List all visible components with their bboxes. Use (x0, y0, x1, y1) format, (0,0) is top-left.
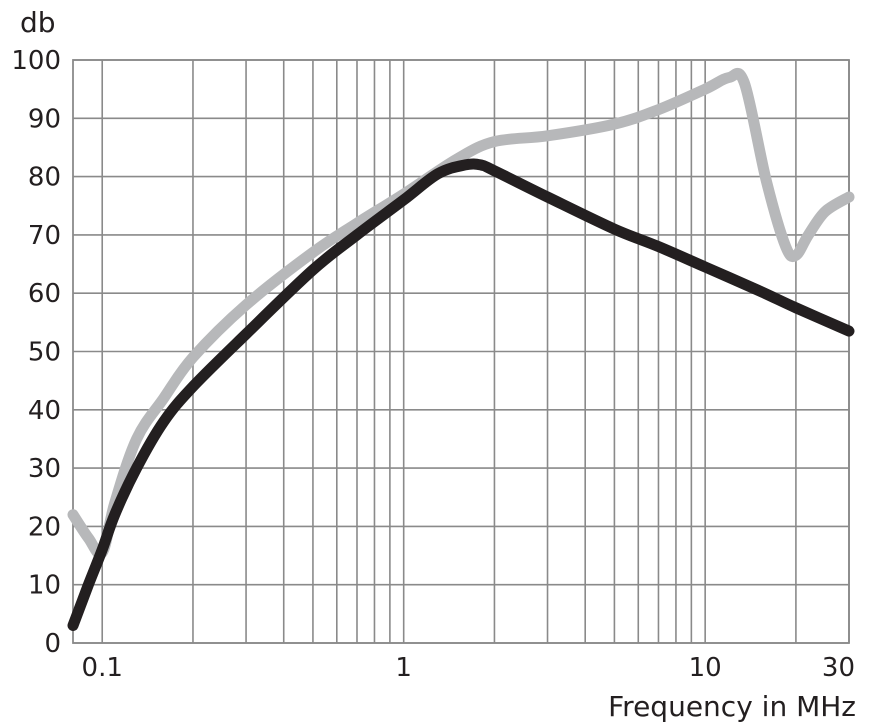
chart-tick-labels: 0 10 20 30 40 50 60 70 80 90 100 0.1 1 10 30 (11, 46, 855, 683)
y-tick-label: 50 (28, 338, 61, 368)
x-tick-label: 1 (395, 653, 412, 683)
y-tick-label: 70 (28, 221, 61, 251)
chart-series (67, 67, 855, 631)
x-tick-label: 0.1 (82, 653, 123, 683)
y-tick-label: 60 (28, 279, 61, 309)
x-tick-label: 10 (689, 653, 722, 683)
y-axis-label: db (20, 6, 56, 39)
series-line-black (67, 158, 855, 631)
y-tick-label: 30 (28, 454, 61, 484)
y-tick-label: 100 (11, 46, 61, 76)
series-line-gray (67, 67, 855, 560)
y-tick-label: 10 (28, 571, 61, 601)
y-tick-label: 0 (44, 629, 61, 659)
y-tick-label: 20 (28, 512, 61, 542)
y-tick-label: 40 (28, 396, 61, 426)
y-tick-label: 90 (28, 104, 61, 134)
x-axis-label: Frequency in MHz (608, 690, 856, 723)
plot-frame (72, 59, 850, 644)
chart-grid (73, 59, 850, 644)
x-tick-label: 30 (822, 653, 855, 683)
y-tick-label: 80 (28, 163, 61, 193)
